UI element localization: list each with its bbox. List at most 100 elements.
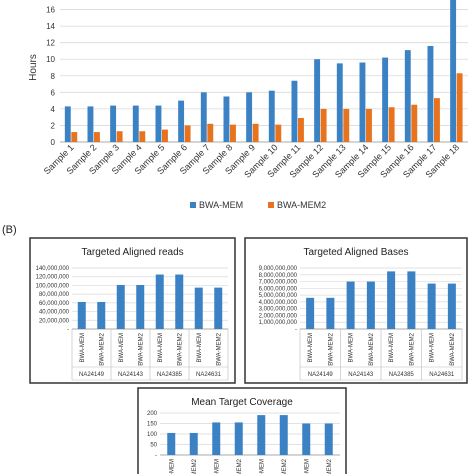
bar xyxy=(116,284,125,329)
y-tick-label: 4,000,000,000 xyxy=(259,300,298,306)
y-tick-label: 8,000,000,000 xyxy=(259,273,298,279)
group-label: NA24143 xyxy=(348,372,374,378)
x-tick-label: BWA-MEM2 xyxy=(99,332,105,365)
y-tick-label: 12 xyxy=(46,39,55,48)
group-label: NA24631 xyxy=(429,372,455,378)
y-axis-title: Hours xyxy=(28,54,39,81)
y-tick-label: 6,000,000,000 xyxy=(259,286,298,292)
bar xyxy=(366,281,375,329)
y-tick-label: - xyxy=(67,327,69,333)
bar xyxy=(155,274,164,329)
y-tick-label: 4 xyxy=(51,105,56,114)
bar xyxy=(175,274,184,329)
bar xyxy=(194,287,203,329)
y-tick-label: 150 xyxy=(147,422,158,428)
bar-bwa-mem xyxy=(155,105,162,142)
y-tick-label: 60,000,000 xyxy=(39,301,70,307)
bar-bwa-mem xyxy=(87,106,94,142)
bar xyxy=(302,423,311,455)
bar-bwa-mem xyxy=(200,92,207,142)
y-tick-label: 9,000,000,000 xyxy=(259,266,298,272)
bar-bwa-mem xyxy=(132,105,139,142)
x-tick-label: BWA-MEM xyxy=(349,333,355,362)
bar xyxy=(447,283,456,329)
x-tick-label: BWA-MEM xyxy=(214,459,220,474)
bar-bwa-mem2 xyxy=(94,132,100,142)
y-tick-label: - xyxy=(295,327,297,333)
bar-bwa-mem xyxy=(314,59,321,142)
legend-swatch xyxy=(268,202,274,208)
y-tick-label: 2,000,000,000 xyxy=(259,313,298,319)
bar-bwa-mem2 xyxy=(298,117,304,142)
x-tick-label: BWA-MEM2 xyxy=(216,332,222,365)
x-tick-label: BWA-MEM xyxy=(158,333,164,362)
bar-bwa-mem xyxy=(110,105,117,142)
bar-bwa-mem xyxy=(291,80,298,142)
bar xyxy=(136,284,145,329)
chart-title: Mean Target Coverage xyxy=(191,397,293,408)
bar-bwa-mem xyxy=(336,63,343,142)
bar xyxy=(234,422,243,455)
x-tick-label: BWA-MEM2 xyxy=(409,332,415,365)
bar xyxy=(212,422,221,455)
chart-title: Targeted Aligned Bases xyxy=(303,247,408,258)
x-tick-label: BWA-MEM2 xyxy=(450,332,456,365)
x-tick-label: BWA-MEM2 xyxy=(328,332,334,365)
group-label: NA24149 xyxy=(79,372,105,378)
aligned-bases-chart: Targeted Aligned Bases -1,000,000,0002,00… xyxy=(244,237,468,384)
bar-bwa-mem xyxy=(404,50,411,142)
bar-bwa-mem xyxy=(359,62,366,142)
panel-label-b: (B) xyxy=(2,224,17,236)
bar xyxy=(279,415,288,455)
bar-bwa-mem2 xyxy=(275,124,282,142)
y-tick-label: 100 xyxy=(147,432,158,438)
legend-swatch xyxy=(190,202,196,208)
y-tick-label: 200 xyxy=(147,411,158,417)
bar-bwa-mem xyxy=(64,106,71,142)
bar-bwa-mem2 xyxy=(71,132,78,142)
y-tick-label: 140,000,000 xyxy=(36,266,70,272)
y-tick-label: 10 xyxy=(46,55,55,64)
bar xyxy=(326,297,335,329)
bar-bwa-mem xyxy=(382,57,389,142)
bar-bwa-mem2 xyxy=(434,98,440,142)
bar xyxy=(214,287,223,329)
legend-label: BWA-MEM xyxy=(199,200,243,210)
bar-bwa-mem2 xyxy=(456,73,463,142)
bar xyxy=(387,271,396,329)
bar-bwa-mem xyxy=(223,96,230,142)
x-tick-label: BWA-MEM xyxy=(169,459,175,474)
bar-bwa-mem2 xyxy=(162,129,168,142)
group-label: NA24385 xyxy=(389,372,415,378)
y-tick-label: 40,000,000 xyxy=(39,310,70,316)
y-tick-label: 7,000,000,000 xyxy=(259,280,298,286)
bar xyxy=(77,301,86,329)
bar-bwa-mem2 xyxy=(411,104,418,142)
x-tick-label: BWA-MEM xyxy=(119,333,125,362)
bar-bwa-mem xyxy=(246,92,253,142)
bar-bwa-mem2 xyxy=(366,108,372,142)
y-tick-label: 3,000,000,000 xyxy=(259,307,298,313)
legend-label: BWA-MEM2 xyxy=(277,200,326,210)
group-label: NA24385 xyxy=(157,372,183,378)
bar-bwa-mem2 xyxy=(343,108,350,142)
chart-title: Targeted Aligned reads xyxy=(81,247,183,258)
bar xyxy=(346,281,355,329)
bar-bwa-mem2 xyxy=(184,125,191,142)
y-tick-label: 120,000,000 xyxy=(36,275,70,281)
bar-bwa-mem xyxy=(268,90,275,142)
y-tick-label: 80,000,000 xyxy=(39,292,70,298)
y-tick-label: 14 xyxy=(46,22,55,31)
group-label: NA24149 xyxy=(308,372,334,378)
x-tick-label: BWA-MEM2 xyxy=(138,332,144,365)
bar xyxy=(189,432,198,455)
y-tick-label: 0 xyxy=(51,138,56,147)
y-tick-label: 8 xyxy=(51,72,56,81)
group-label: NA24143 xyxy=(118,372,144,378)
y-tick-label: 2 xyxy=(51,121,56,130)
y-tick-label: 16 xyxy=(46,6,55,15)
x-tick-label: BWA-MEM2 xyxy=(177,332,183,365)
x-tick-label: BWA-MEM2 xyxy=(369,332,375,365)
